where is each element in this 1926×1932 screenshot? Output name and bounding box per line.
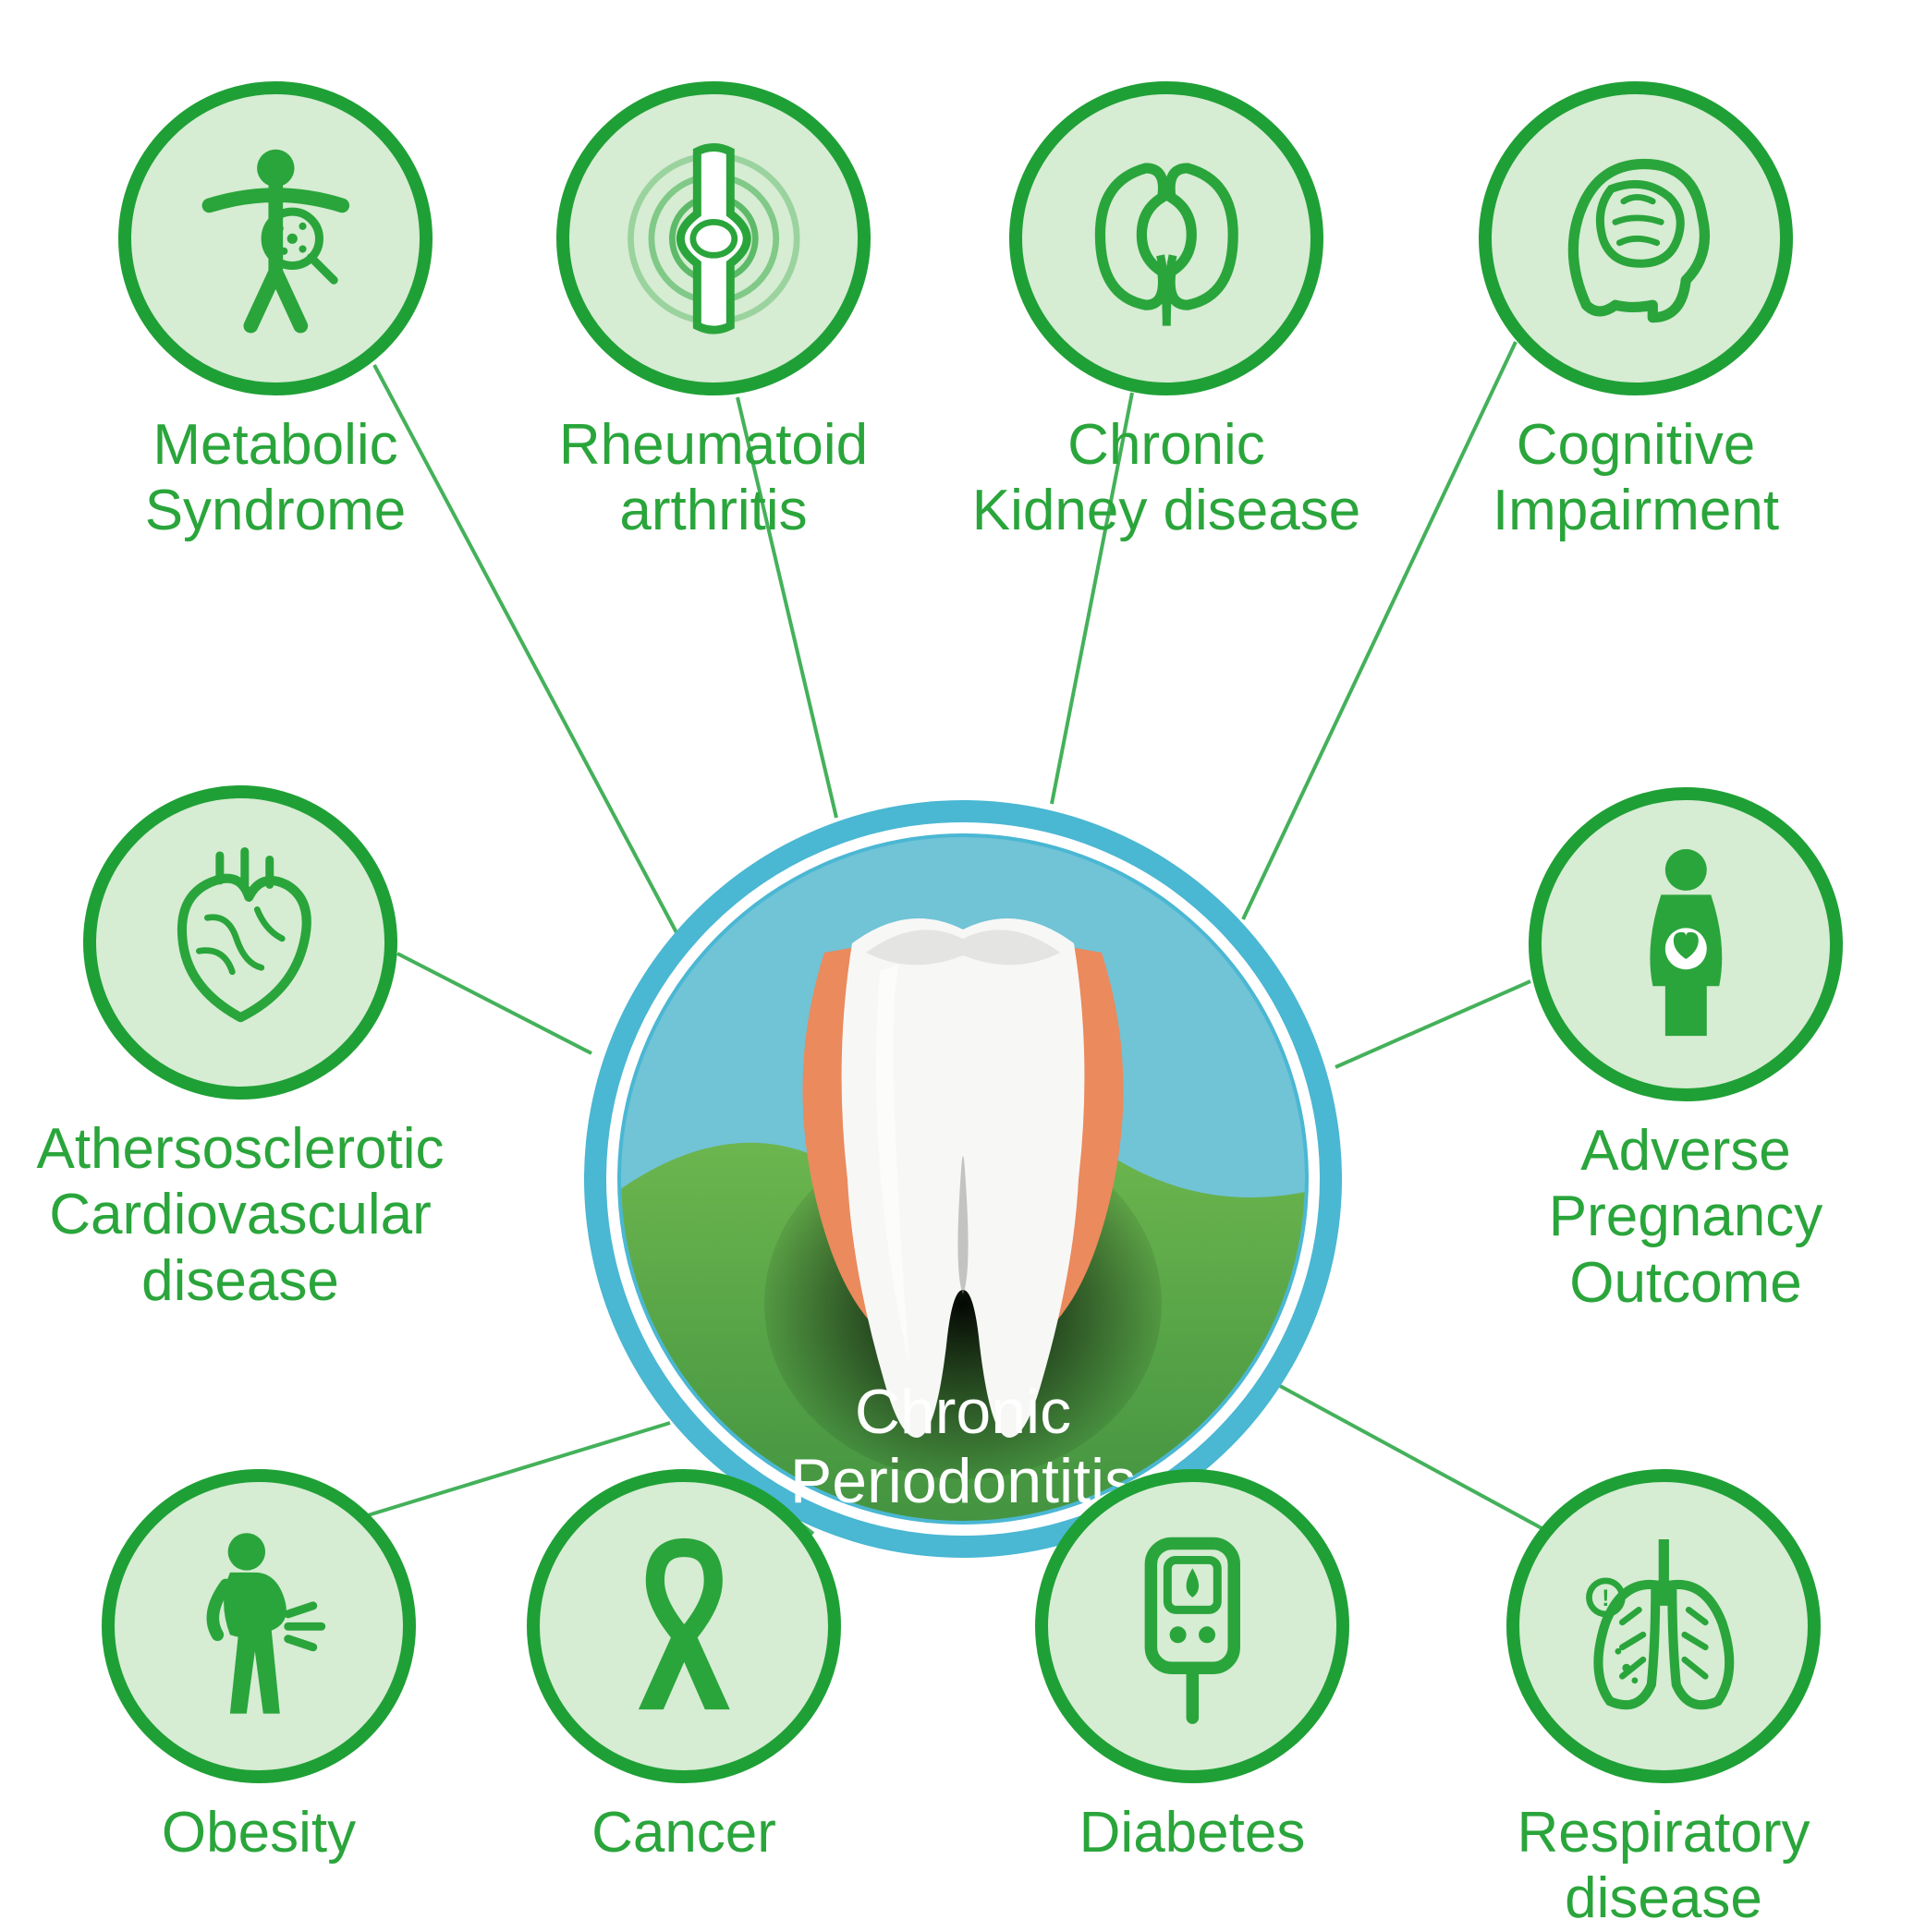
node-circle-cognitive xyxy=(1479,81,1793,395)
node-circle-respiratory: ! xyxy=(1506,1469,1821,1783)
node-label-diabetes: Diabetes xyxy=(943,1800,1442,1865)
node-label-respiratory: Respiratory disease xyxy=(1414,1800,1913,1932)
node-label-pregnancy: Adverse Pregnancy Outcome xyxy=(1436,1118,1926,1316)
node-pregnancy: Adverse Pregnancy Outcome xyxy=(1436,787,1926,1316)
node-obesity: Obesity xyxy=(9,1469,508,1865)
node-cancer: Cancer xyxy=(434,1469,933,1865)
joint-icon xyxy=(610,135,818,343)
pregnant-icon xyxy=(1582,841,1790,1049)
node-circle-diabetes xyxy=(1035,1469,1349,1783)
node-rheumatoid: Rheumatoid arthritis xyxy=(464,81,963,544)
ribbon-icon xyxy=(580,1523,788,1731)
node-circle-obesity xyxy=(102,1469,416,1783)
node-circle-cardio xyxy=(83,785,397,1100)
node-respiratory: ! Respiratory disease xyxy=(1414,1469,1913,1932)
brain-icon xyxy=(1532,135,1740,343)
node-label-cancer: Cancer xyxy=(434,1800,933,1865)
node-cognitive: Cognitive Impairment xyxy=(1386,81,1885,544)
kidney-icon xyxy=(1063,135,1271,343)
body-icon xyxy=(172,135,380,343)
node-circle-rheumatoid xyxy=(556,81,871,395)
node-circle-pregnancy xyxy=(1529,787,1843,1101)
node-label-rheumatoid: Rheumatoid arthritis xyxy=(464,412,963,544)
heart-icon xyxy=(137,839,345,1047)
node-circle-cancer xyxy=(527,1469,841,1783)
infographic-canvas: Chronic Periodontitis Metabolic Syndrome… xyxy=(0,0,1926,1926)
glucometer-icon xyxy=(1089,1523,1297,1731)
node-circle-kidney xyxy=(1009,81,1323,395)
node-label-obesity: Obesity xyxy=(9,1800,508,1865)
node-kidney: Chronic Kidney disease xyxy=(917,81,1416,544)
lungs-icon: ! xyxy=(1560,1523,1768,1731)
obesity-icon xyxy=(155,1523,363,1731)
node-diabetes: Diabetes xyxy=(943,1469,1442,1865)
node-label-cognitive: Cognitive Impairment xyxy=(1386,412,1885,544)
svg-text:!: ! xyxy=(1602,1586,1609,1611)
node-cardio: Athersosclerotic Cardiovascular disease xyxy=(0,785,490,1314)
node-label-metabolic: Metabolic Syndrome xyxy=(26,412,525,544)
node-circle-metabolic xyxy=(118,81,433,395)
node-label-kidney: Chronic Kidney disease xyxy=(917,412,1416,544)
center-node: Chronic Periodontitis xyxy=(575,791,1351,1567)
node-metabolic: Metabolic Syndrome xyxy=(26,81,525,544)
node-label-cardio: Athersosclerotic Cardiovascular disease xyxy=(0,1116,490,1314)
